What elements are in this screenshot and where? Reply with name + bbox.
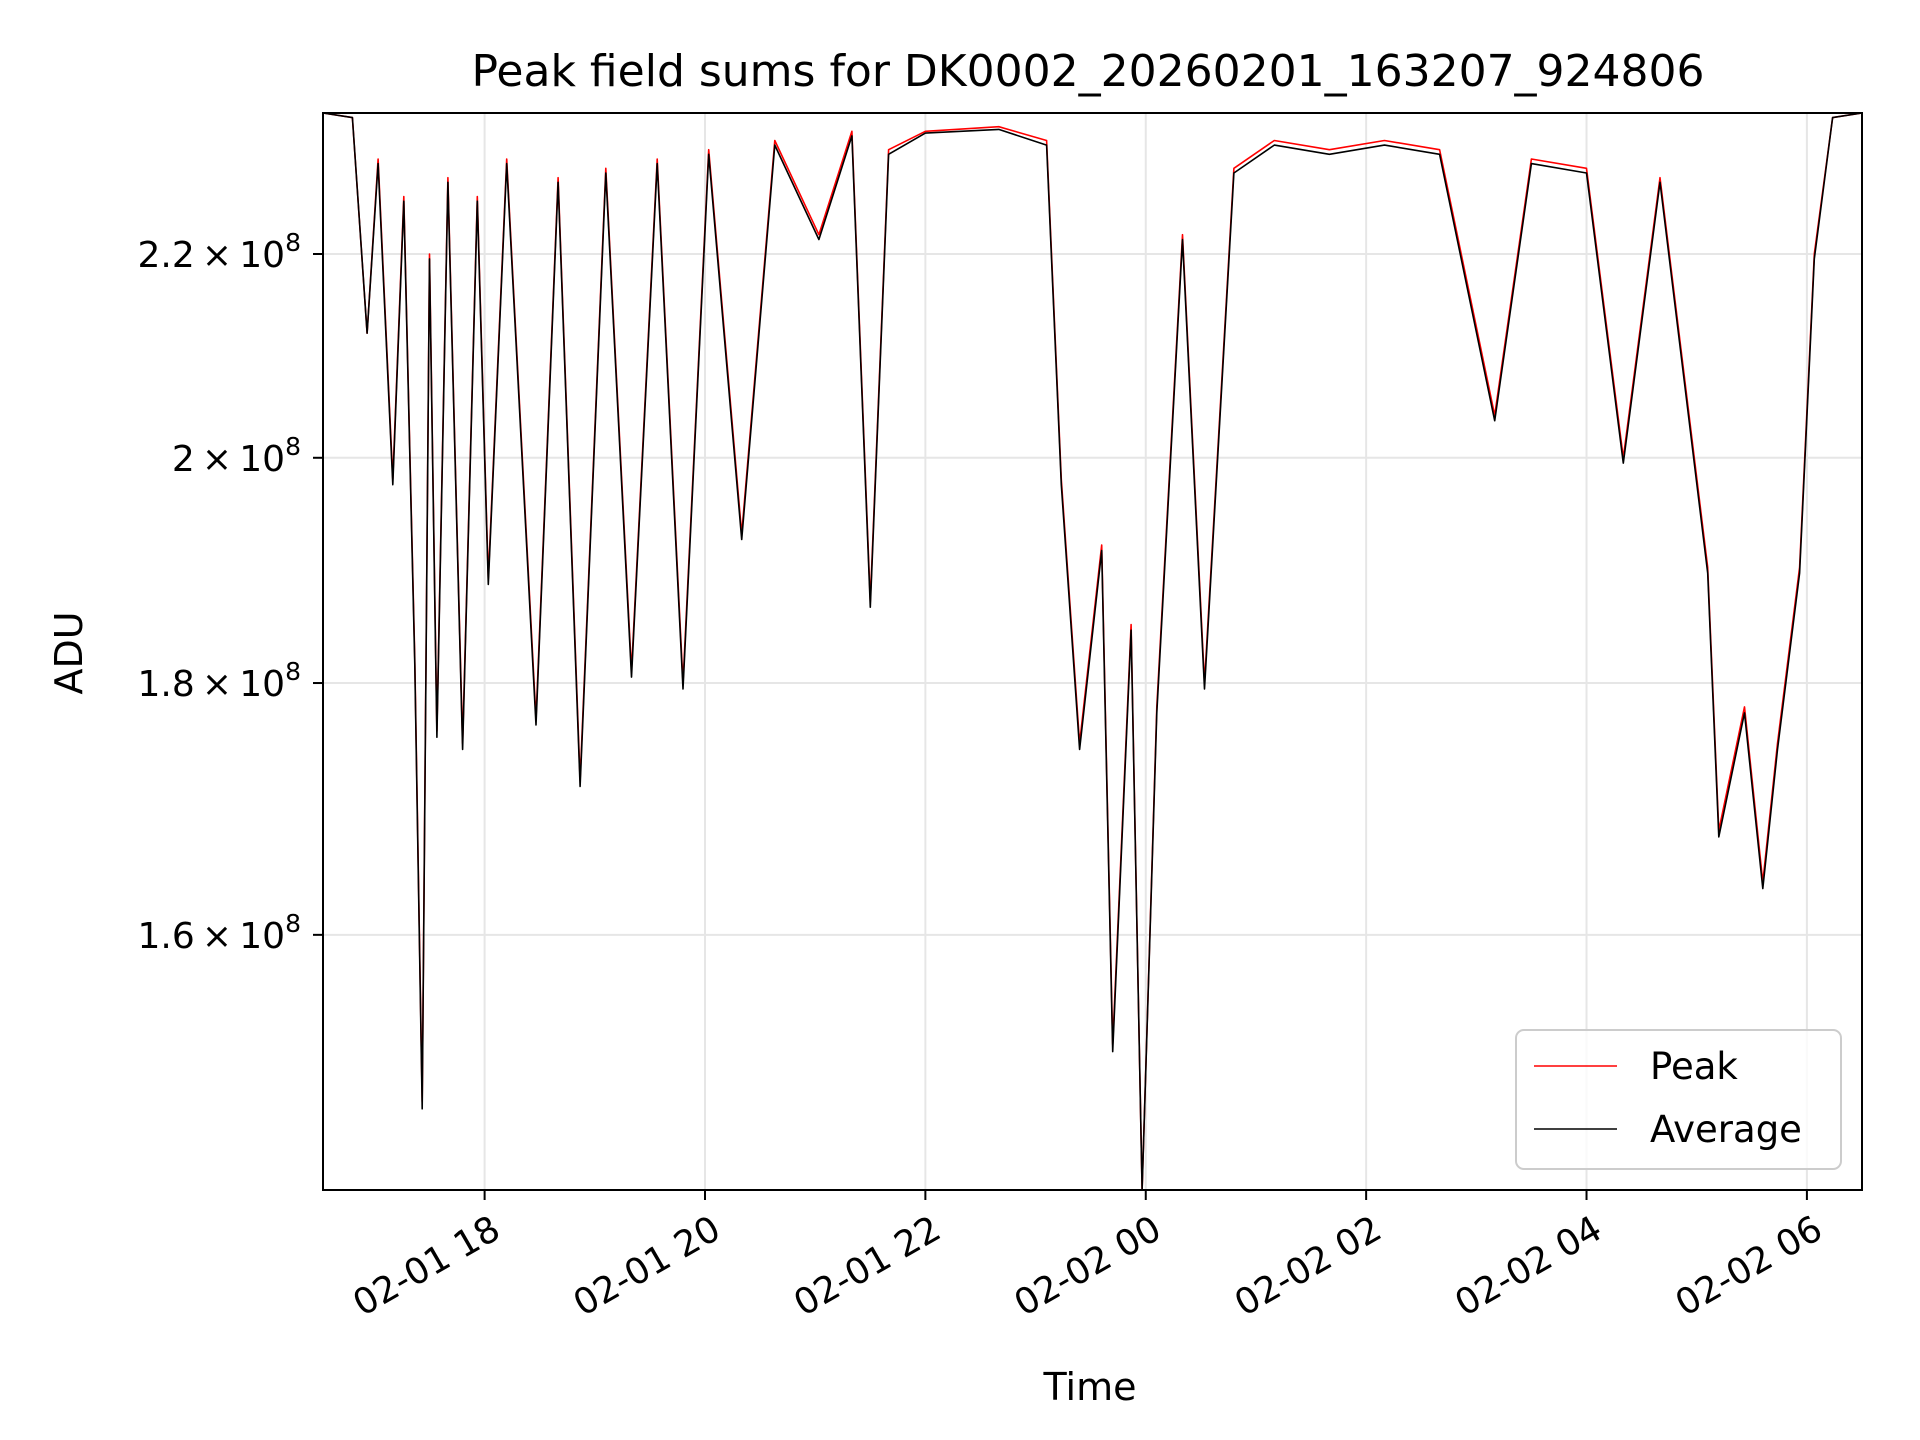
plot-area-frame: [322, 112, 1863, 1191]
legend-label-average: Average: [1650, 1108, 1802, 1151]
y-tick-label-2: 2 × 108: [172, 432, 301, 480]
x-axis-label: Time: [1043, 1365, 1137, 1409]
series-lines: [322, 112, 1863, 1191]
legend-label-peak: Peak: [1650, 1045, 1738, 1088]
legend-box: [1515, 1029, 1842, 1170]
chart-title: Peak field sums for DK0002_20260201_1632…: [471, 46, 1704, 97]
grid-lines: [323, 113, 1862, 1190]
y-tick-label-1: 1.8 × 108: [137, 657, 301, 705]
series-line-average: [322, 112, 1863, 1191]
y-axis-label: ADU: [47, 611, 91, 694]
y-tick-label-3: 2.2 × 108: [137, 228, 301, 276]
y-tick-label-0: 1.6 × 108: [137, 909, 301, 957]
y-axis-ticks: 1.6 × 108 1.8 × 108 2 × 108 2.2 × 108: [137, 228, 323, 957]
chart-legend: Peak Average: [1515, 1029, 1842, 1170]
